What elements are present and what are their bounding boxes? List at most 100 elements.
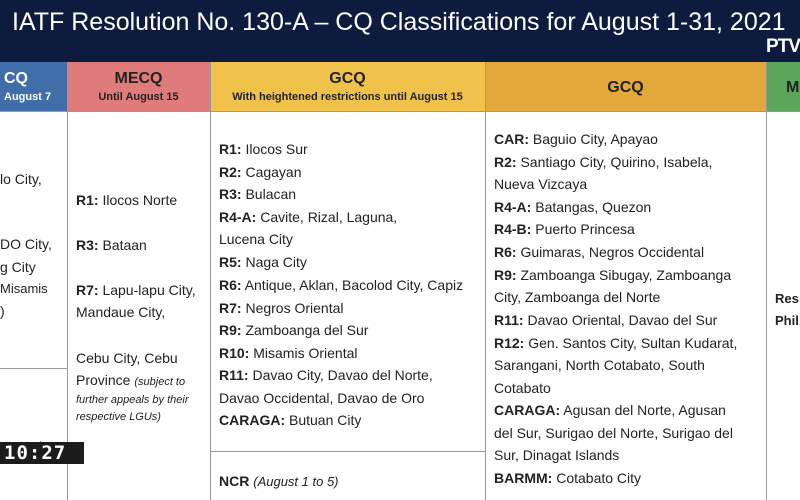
region-label: R5: [219, 254, 242, 270]
list-item: CARAGA: Agusan del Norte, Agusan [494, 401, 726, 419]
area-text: Baguio City, Apayao [532, 131, 658, 147]
note-text: respective LGUs) [76, 411, 161, 423]
column-ecq-subtitle: August 7 [4, 91, 52, 103]
column-ecq-title: CQ [4, 70, 28, 87]
region-label: CARAGA: [219, 412, 286, 428]
column-mgcq: M Res Phil [766, 62, 800, 500]
column-gcq-header: GCQ [485, 62, 766, 112]
column-mecq-header: MECQ Until August 15 [67, 62, 210, 112]
area-text: Puerto Princesa [535, 221, 635, 237]
area-text: Gen. Santos City, Sultan Kudarat, [528, 335, 738, 351]
column-mecq-body: R1: Ilocos Norte R3: Bataan R7: Lapu-lap… [67, 112, 210, 500]
list-item: Cotabato [494, 380, 551, 396]
page-title: IATF Resolution No. 130-A – CQ Classific… [12, 8, 786, 36]
list-item: Res [775, 291, 799, 306]
list-item: CARAGA: Butuan City [219, 411, 361, 429]
list-item: Davao Occidental, Davao de Oro [219, 390, 425, 406]
column-gcq-heightened: GCQ With heightened restrictions until A… [210, 62, 485, 500]
list-item: CAR: Baguio City, Apayao [494, 130, 658, 148]
list-item: R12: Gen. Santos City, Sultan Kudarat, [494, 334, 737, 352]
area-text: Guimaras, Negros Occidental [520, 244, 705, 260]
list-item: R10: Misamis Oriental [219, 344, 358, 362]
area-text: Lapu-lapu City, [102, 282, 196, 298]
area-text: Naga City [245, 254, 307, 270]
list-item: Cebu City, Cebu [76, 350, 178, 366]
region-label: R6: [494, 244, 517, 260]
list-item: R4-B: Puerto Princesa [494, 220, 635, 238]
region-label: CARAGA: [494, 402, 561, 418]
area-text: Province [76, 372, 131, 388]
area-text: Davao Oriental, Davao del Sur [527, 312, 718, 328]
area-text: Cotabato City [556, 470, 642, 486]
column-gcq-heightened-body: R1: Ilocos Sur R2: Cagayan R3: Bulacan R… [210, 112, 485, 500]
list-item: Misamis [0, 281, 48, 296]
ecq-divider [0, 368, 67, 369]
divider [67, 62, 68, 500]
list-item: R3: Bulacan [219, 185, 296, 203]
region-label: R6: [219, 277, 242, 293]
list-item: R11: Davao City, Davao del Norte, [219, 366, 433, 384]
area-text: Antique, Aklan, Bacolod City, Capiz [244, 277, 464, 293]
note-text: (subject to [134, 376, 186, 388]
region-label: R12: [494, 335, 525, 351]
list-item: R6: Guimaras, Negros Occidental [494, 243, 704, 261]
column-mecq: MECQ Until August 15 R1: Ilocos Norte R3… [67, 62, 210, 500]
list-item: R7: Lapu-lapu City, [76, 281, 196, 299]
list-item: ) [0, 303, 5, 319]
region-label: R2: [219, 164, 242, 180]
list-item: R1: Ilocos Norte [76, 191, 177, 209]
list-item: R2: Cagayan [219, 163, 302, 181]
area-text: Butuan City [289, 412, 362, 428]
list-item: Province (subject to [76, 371, 185, 391]
list-item: Lucena City [219, 231, 293, 247]
list-item: R6: Antique, Aklan, Bacolod City, Capiz [219, 276, 463, 294]
region-label: R4-A: [219, 209, 257, 225]
list-item: Sarangani, North Cotabato, South [494, 357, 705, 373]
list-item: R4-A: Batangas, Quezon [494, 198, 651, 216]
column-gcq-title: GCQ [607, 79, 644, 96]
area-text: Cagayan [245, 164, 302, 180]
divider [485, 62, 486, 500]
area-text: Ilocos Sur [245, 141, 308, 157]
region-label: R9: [494, 267, 517, 283]
list-item: City, Zamboanga del Norte [494, 289, 661, 305]
area-text: Zamboanga Sibugay, Zamboanga [520, 267, 732, 283]
column-gcq: GCQ CAR: Baguio City, Apayao R2: Santiag… [485, 62, 766, 500]
list-item: Nueva Vizcaya [494, 176, 588, 192]
column-mecq-subtitle: Until August 15 [98, 91, 179, 103]
list-item: R2: Santiago City, Quirino, Isabela, [494, 153, 712, 171]
list-item: R9: Zamboanga del Sur [219, 321, 368, 339]
region-label: R7: [219, 300, 242, 316]
area-text: Misamis Oriental [253, 345, 358, 361]
list-item: R1: Ilocos Sur [219, 140, 308, 158]
note-text: further appeals by their [76, 394, 189, 406]
clock-overlay: 10:27 [0, 442, 84, 464]
area-text: Cavite, Rizal, Laguna, [260, 209, 398, 225]
area-text: Batangas, Quezon [535, 199, 652, 215]
list-item: NCR (August 1 to 5) [219, 472, 339, 491]
list-item: R7: Negros Oriental [219, 299, 344, 317]
region-label: R4-A: [494, 199, 532, 215]
region-label: R1: [76, 192, 99, 208]
area-text: Davao City, Davao del Norte, [252, 367, 433, 383]
list-item: lo City, [0, 171, 42, 187]
list-item: Sur, Dinagat Islands [494, 447, 620, 463]
divider [210, 62, 211, 500]
area-text: Agusan del Norte, Agusan [563, 402, 726, 418]
region-label: R3: [219, 186, 242, 202]
region-label: NCR [219, 473, 250, 489]
column-gcq-heightened-title: GCQ [329, 70, 366, 87]
area-text: Bataan [102, 237, 147, 253]
region-label: R11: [219, 367, 249, 383]
column-gcq-heightened-subtitle: With heightened restrictions until Augus… [232, 91, 463, 103]
title-bar: IATF Resolution No. 130-A – CQ Classific… [0, 0, 800, 62]
list-item: R9: Zamboanga Sibugay, Zamboanga [494, 266, 731, 284]
list-item: g City [0, 259, 36, 275]
list-item: R4-A: Cavite, Rizal, Laguna, [219, 208, 397, 226]
ptv-logo: PTV [766, 36, 800, 56]
region-label: BARMM: [494, 470, 553, 486]
region-label: R11: [494, 312, 524, 328]
column-ecq-header: CQ August 7 [0, 62, 67, 112]
region-label: R4-B: [494, 221, 532, 237]
column-gcq-body: CAR: Baguio City, Apayao R2: Santiago Ci… [485, 112, 766, 500]
